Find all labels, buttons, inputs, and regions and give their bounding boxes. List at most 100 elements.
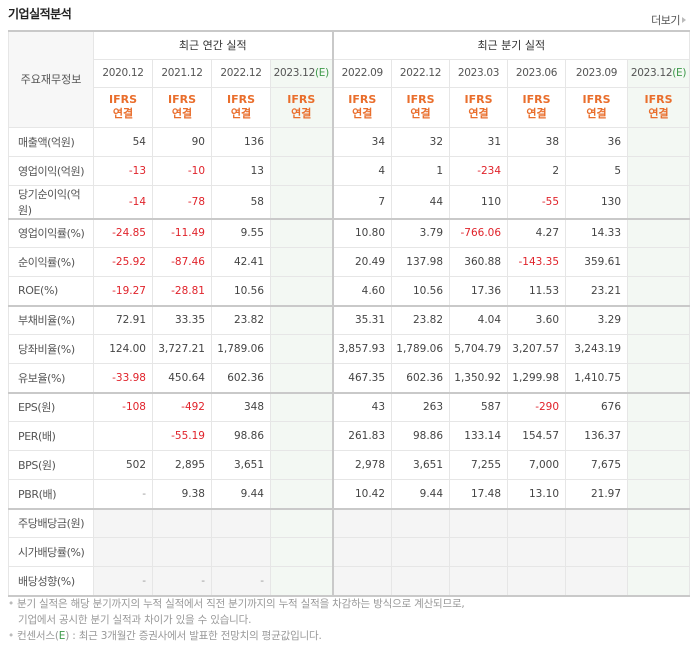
table-row: 당좌비율(%) 124.00 3,727.21 1,789.06 3,857.93 1,7… bbox=[8, 334, 691, 364]
row-label: 매출액(억원) bbox=[8, 126, 94, 157]
row-label: 배당성향(%) bbox=[8, 566, 94, 596]
financial-table: 주요재무정보 최근 연간 실적 최근 분기 실적 2020.12 2021.12 2… bbox=[8, 30, 691, 597]
cell-value bbox=[152, 537, 212, 567]
cell-value: -28.81 bbox=[152, 276, 212, 306]
row-label: 영업이익(억원) bbox=[8, 155, 94, 186]
cell-value: -234 bbox=[449, 155, 509, 186]
cell-value bbox=[627, 217, 691, 248]
cell-value: 32 bbox=[391, 126, 451, 157]
cell-value bbox=[627, 155, 691, 186]
row-label: BPS(원) bbox=[8, 450, 94, 480]
cell-value bbox=[391, 537, 451, 567]
cell-value: 38 bbox=[507, 126, 567, 157]
cell-value bbox=[449, 566, 509, 596]
table-row: 매출액(억원) 54 90 136 34 32 31 38 36 bbox=[8, 126, 691, 157]
cell-value: 3.60 bbox=[507, 304, 567, 335]
basis-label: IFRS 연결 bbox=[507, 86, 567, 128]
cell-value: -25.92 bbox=[93, 247, 153, 277]
cell-value: -108 bbox=[93, 391, 153, 422]
cell-value: 4.04 bbox=[449, 304, 509, 335]
row-label: PER(배) bbox=[8, 421, 94, 451]
cell-value: 54 bbox=[93, 126, 153, 157]
section-title: 기업실적분석 bbox=[8, 7, 72, 21]
row-label: 주당배당금(원) bbox=[8, 507, 94, 538]
table-row: 영업이익(억원) -13 -10 13 4 1 -234 2 5 bbox=[8, 155, 691, 186]
more-label: 더보기 bbox=[651, 14, 680, 27]
cell-value: 261.83 bbox=[331, 421, 393, 451]
table-row: 영업이익률(%) -24.85 -11.49 9.55 10.80 3.79 -766.06… bbox=[8, 217, 691, 248]
period-header: 2021.12 bbox=[152, 58, 212, 88]
cell-value bbox=[269, 391, 334, 422]
cell-value bbox=[627, 304, 691, 335]
cell-value bbox=[627, 276, 691, 306]
cell-value: 90 bbox=[152, 126, 212, 157]
cell-value bbox=[507, 537, 567, 567]
cell-value bbox=[269, 247, 334, 277]
cell-value bbox=[627, 421, 691, 451]
cell-value: - bbox=[93, 479, 153, 509]
table-row: 배당성향(%) - - - bbox=[8, 566, 691, 596]
cell-value: 13.10 bbox=[507, 479, 567, 509]
basis-label: IFRS 연결 bbox=[152, 86, 212, 128]
cell-value: 7,255 bbox=[449, 450, 509, 480]
cell-value: -55 bbox=[507, 184, 567, 219]
cell-value bbox=[269, 537, 334, 567]
cell-value bbox=[507, 507, 567, 538]
cell-value: 21.97 bbox=[565, 479, 629, 509]
cell-value: 1,350.92 bbox=[449, 363, 509, 393]
cell-value: 7 bbox=[331, 184, 393, 219]
cell-value: 3,857.93 bbox=[331, 334, 393, 364]
cell-value: 3,727.21 bbox=[152, 334, 212, 364]
cell-value: 348 bbox=[211, 391, 271, 422]
cell-value: 133.14 bbox=[449, 421, 509, 451]
cell-value bbox=[269, 363, 334, 393]
cell-value: 43 bbox=[331, 391, 393, 422]
cell-value: -55.19 bbox=[152, 421, 212, 451]
cell-value: 3,651 bbox=[211, 450, 271, 480]
period-header: 2023.12(E) bbox=[269, 58, 334, 88]
cell-value: 11.53 bbox=[507, 276, 567, 306]
table-row: ROE(%) -19.27 -28.81 10.56 4.60 10.56 17.36 11.… bbox=[8, 276, 691, 306]
cell-value: 136.37 bbox=[565, 421, 629, 451]
cell-value: 359.61 bbox=[565, 247, 629, 277]
estimate-mark: (E) bbox=[314, 67, 329, 79]
period-header: 2023.06 bbox=[507, 58, 567, 88]
basis-label: IFRS 연결 bbox=[93, 86, 153, 128]
cell-value: -290 bbox=[507, 391, 567, 422]
cell-value: -14 bbox=[93, 184, 153, 219]
period-header: 2020.12 bbox=[93, 58, 153, 88]
cell-value: 13 bbox=[211, 155, 271, 186]
cell-value: 14.33 bbox=[565, 217, 629, 248]
cell-value: 2 bbox=[507, 155, 567, 186]
basis-label: IFRS 연결 bbox=[391, 86, 451, 128]
cell-value: 9.44 bbox=[211, 479, 271, 509]
estimate-mark: (E) bbox=[672, 67, 687, 79]
cell-value bbox=[269, 421, 334, 451]
basis-label: IFRS 연결 bbox=[331, 86, 393, 128]
cell-value: 602.36 bbox=[211, 363, 271, 393]
row-label: 시가배당률(%) bbox=[8, 537, 94, 567]
more-link[interactable]: 더보기 bbox=[651, 12, 686, 28]
cell-value: 3,243.19 bbox=[565, 334, 629, 364]
cell-value: -78 bbox=[152, 184, 212, 219]
cell-value: 34 bbox=[331, 126, 393, 157]
row-label: ROE(%) bbox=[8, 276, 94, 306]
cell-value bbox=[449, 537, 509, 567]
cell-value bbox=[269, 126, 334, 157]
cell-value: 602.36 bbox=[391, 363, 451, 393]
note-1: • 분기 실적은 해당 분기까지의 누적 실적에서 직전 분기까지의 누적 실적을… bbox=[8, 598, 465, 610]
cell-value: 7,000 bbox=[507, 450, 567, 480]
cell-value: - bbox=[93, 566, 153, 596]
cell-value: 263 bbox=[391, 391, 451, 422]
cell-value bbox=[627, 479, 691, 509]
cell-value bbox=[565, 507, 629, 538]
row-label: 영업이익률(%) bbox=[8, 217, 94, 248]
cell-value bbox=[269, 450, 334, 480]
group-annual: 최근 연간 실적 bbox=[92, 30, 334, 60]
period-header: 2022.12 bbox=[391, 58, 451, 88]
cell-value: 3.79 bbox=[391, 217, 451, 248]
cell-value: 35.31 bbox=[331, 304, 393, 335]
cell-value bbox=[627, 363, 691, 393]
period-header: 2023.12(E) bbox=[627, 58, 691, 88]
row-label: PBR(배) bbox=[8, 479, 94, 509]
